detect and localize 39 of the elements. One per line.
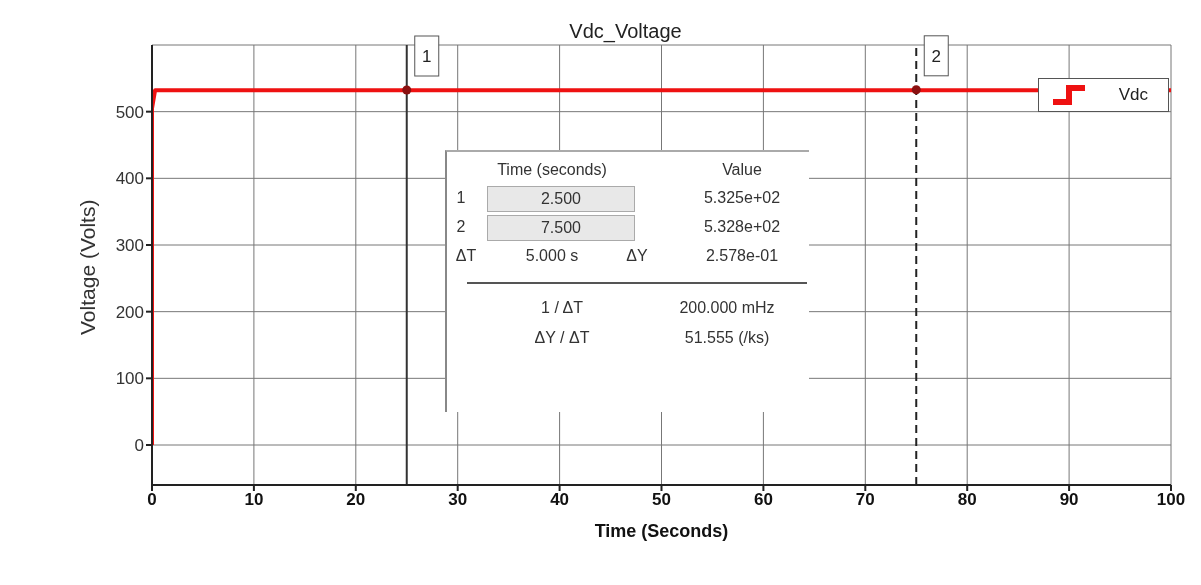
annotation: 2 — [455, 217, 467, 237]
y-axis-title: Voltage (Volts) — [76, 199, 100, 335]
x-tick-label: 50 — [652, 490, 671, 510]
x-tick-label: 60 — [753, 490, 773, 510]
y-tick-label: 100 — [115, 369, 144, 389]
annotation: 51.555 (/ks) — [683, 328, 771, 348]
y-tick-label: 500 — [115, 102, 144, 122]
annotation: ΔY — [625, 246, 649, 266]
x-tick-label: 70 — [855, 490, 875, 510]
annotation: 2 — [931, 46, 941, 66]
annotation: 1 / ΔT — [540, 298, 584, 318]
annotation: 1 — [422, 47, 432, 66]
x-tick-label: 100 — [1156, 490, 1186, 510]
annotation: ΔY / ΔT — [533, 328, 591, 348]
chart-title: Vdc_Voltage — [568, 20, 683, 43]
x-tick-label: 40 — [550, 490, 570, 510]
annotation: 5.325e+02 — [702, 188, 782, 208]
x-axis-title: Time (Seconds) — [594, 521, 729, 541]
x-tick-label: 90 — [1059, 490, 1079, 510]
annotation: Time (seconds) — [496, 160, 608, 180]
annotation: 200.000 mHz — [678, 298, 776, 318]
y-tick-label: 300 — [115, 236, 144, 256]
time-field: 2.500 — [487, 186, 635, 212]
x-tick-label: 10 — [244, 490, 264, 510]
annotation: ΔT — [454, 246, 478, 266]
annotation: 5.000 s — [524, 246, 580, 266]
x-tick-label: 20 — [346, 490, 366, 510]
annotation: 1 — [455, 188, 467, 208]
y-tick-label: 0 — [134, 436, 144, 456]
y-tick-label: 400 — [115, 169, 144, 189]
y-tick-label: 200 — [115, 302, 144, 322]
x-tick-label: 80 — [957, 490, 977, 510]
x-tick-label: 30 — [448, 490, 468, 510]
time-field: 7.500 — [487, 215, 635, 241]
annotation: 2.578e-01 — [704, 246, 780, 266]
annotation: 5.328e+02 — [702, 217, 782, 237]
legend-label: Vdc — [1118, 85, 1149, 105]
x-tick-label: 0 — [147, 490, 157, 510]
annotation: Value — [721, 160, 763, 180]
